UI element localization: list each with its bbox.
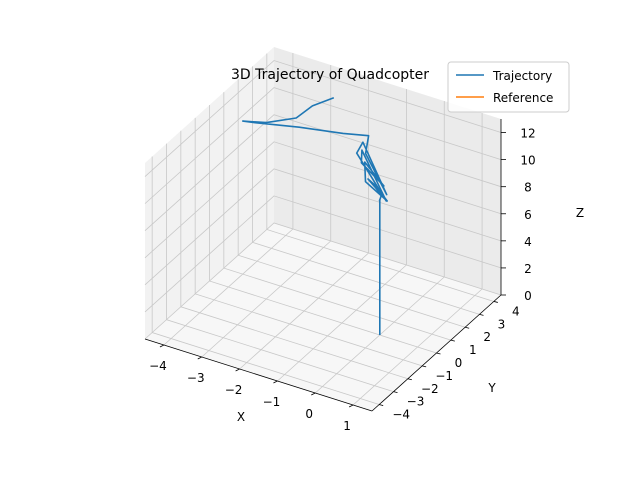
legend: Trajectory Reference [447,61,570,113]
y-tick-mark [407,378,412,381]
y-tick-mark [450,339,455,342]
y-tick-label: 1 [469,343,477,357]
x-axis-line [144,338,373,412]
y-tick-mark [422,365,427,368]
z-tick-label: 6 [524,208,532,222]
chart-title: 3D Trajectory of Quadcopter [231,67,429,83]
x-tick-mark [197,356,202,360]
x-tick-label: −1 [263,395,281,409]
z-tick-label: 4 [524,235,532,249]
y-tick-label: 4 [512,304,520,318]
y-tick-label: −4 [392,408,410,422]
grid-lines [144,53,502,406]
x-tick-label: −4 [149,359,167,373]
legend-label-trajectory: Trajectory [492,69,552,83]
y-tick-label: 3 [498,317,506,331]
y-tick-mark [379,404,384,406]
x-tick-mark [273,380,278,384]
grid-line-z [144,168,502,286]
legend-label-reference: Reference [493,91,553,105]
x-axis-label: X [237,410,245,424]
y-tick-label: 0 [455,356,463,370]
z-tick-label: 8 [524,181,532,195]
y-tick-label: 2 [483,330,491,344]
grid-line-z [144,195,502,313]
grid-line-z [144,87,502,204]
x-tick-label: −2 [225,383,243,397]
y-tick-label: −2 [421,382,439,396]
x-tick-mark [235,368,240,372]
grid-line-z [144,60,502,177]
z-tick-label: 12 [520,127,535,141]
y-tick-mark [465,326,470,329]
y-tick-label: −3 [407,395,425,409]
x-tick-mark [311,392,316,396]
x-tick-mark [348,404,354,408]
y-tick-mark [436,352,441,355]
y-tick-mark [393,391,398,394]
y-tick-mark [493,301,498,303]
z-tick-label: 0 [524,289,532,303]
grid-line-z [144,141,502,259]
x-tick-label: 0 [305,407,313,421]
series-line-trajectory [242,96,388,335]
x-tick-label: 1 [343,419,351,433]
y-tick-label: −1 [435,369,453,383]
grid-line-z [144,114,502,231]
z-tick-label: 10 [520,154,535,168]
x-tick-mark [159,344,165,348]
z-axis-label: Z [576,206,584,220]
grid-line-z [144,222,502,340]
z-tick-label: 2 [524,262,532,276]
y-tick-mark [479,313,484,316]
y-axis-label: Y [487,381,496,395]
x-tick-label: −3 [187,371,205,385]
series-layer [242,96,388,335]
